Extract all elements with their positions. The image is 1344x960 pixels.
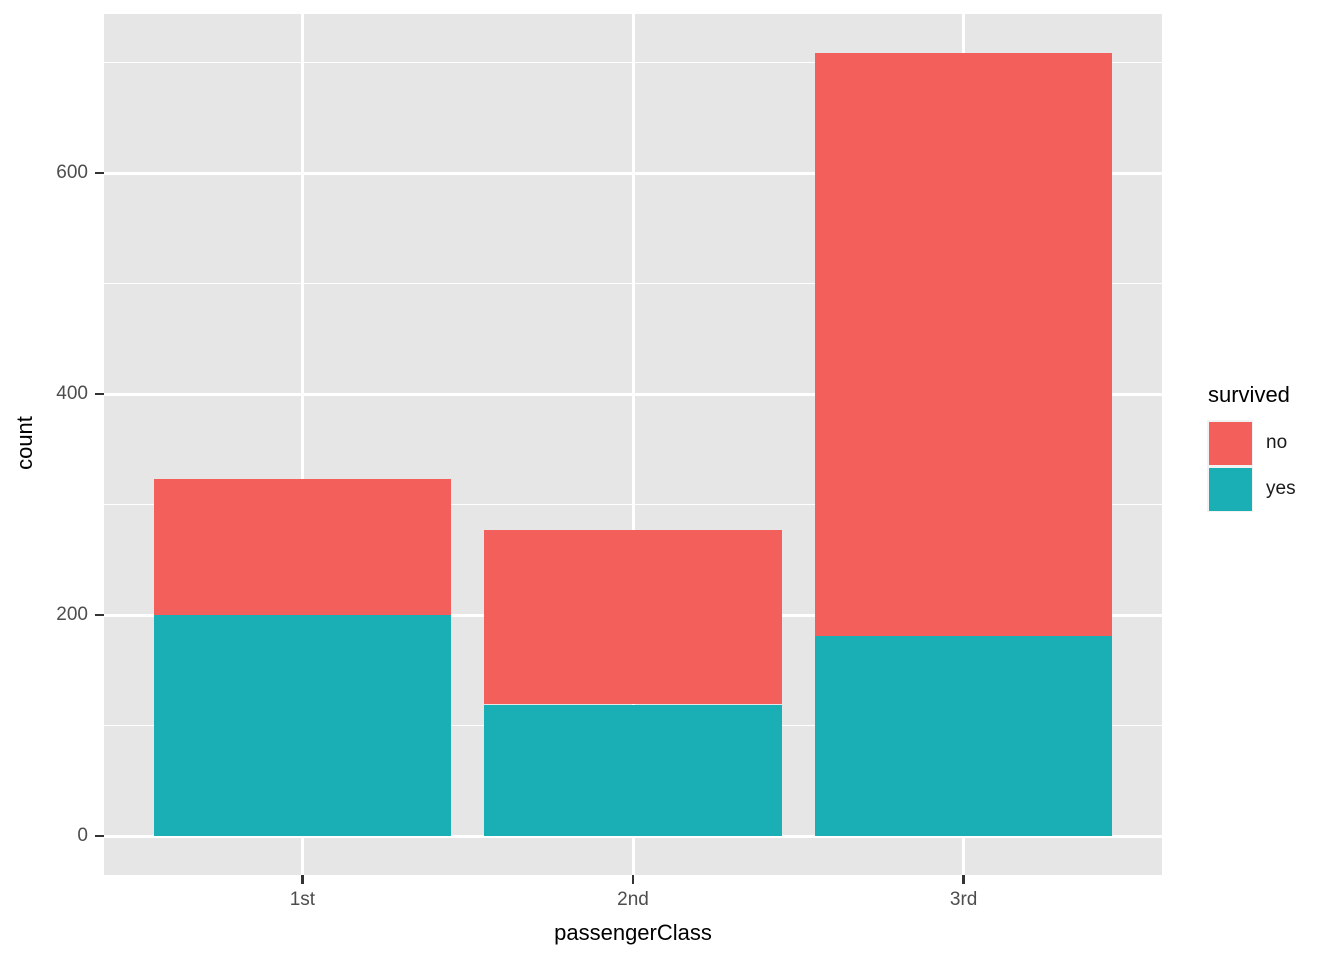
x-tick-label-3rd: 3rd: [949, 889, 978, 910]
x-tick-label-2nd: 2nd: [617, 889, 649, 910]
y-tick-label-600: 600: [56, 162, 88, 183]
legend-key-no: [1207, 420, 1253, 466]
legend-title: survived: [1208, 382, 1290, 407]
legend-entries: no yes: [1207, 420, 1337, 512]
y-axis-title: count: [12, 416, 37, 470]
legend-swatch-no: [1208, 421, 1252, 465]
x-axis-title: passengerClass: [554, 920, 712, 945]
y-tick-label-0: 0: [77, 825, 88, 846]
y-tick-mark-0: [95, 834, 104, 838]
plot-panel: [104, 14, 1162, 875]
bar-segment-2nd-yes: [484, 704, 782, 836]
bar-segment-3rd-no: [814, 52, 1113, 636]
gridline-x-1st: [300, 14, 304, 875]
legend-swatch-yes: [1208, 467, 1252, 511]
y-tick-mark-600: [95, 171, 104, 175]
x-tick-mark-2nd: [631, 875, 635, 884]
y-tick-label-400: 400: [56, 383, 88, 404]
legend-entry-no: no: [1207, 420, 1337, 466]
legend: survived no yes: [1207, 382, 1337, 512]
gridline-x-2nd: [631, 14, 635, 875]
y-tick-label-200: 200: [56, 604, 88, 625]
bar-segment-3rd-yes: [814, 635, 1113, 836]
legend-key-yes: [1207, 466, 1253, 512]
legend-label-yes: yes: [1266, 478, 1296, 499]
bar-segment-1st-no: [153, 479, 452, 615]
bar-segment-1st-yes: [153, 615, 452, 836]
y-tick-mark-200: [95, 613, 104, 617]
x-tick-label-1st: 1st: [289, 889, 316, 910]
x-tick-mark-1st: [301, 875, 304, 884]
bar-segment-2nd-no: [484, 529, 782, 705]
y-tick-mark-400: [95, 392, 104, 396]
legend-label-no: no: [1266, 432, 1288, 453]
legend-entry-yes: yes: [1207, 466, 1337, 512]
x-tick-mark-3rd: [962, 875, 965, 884]
